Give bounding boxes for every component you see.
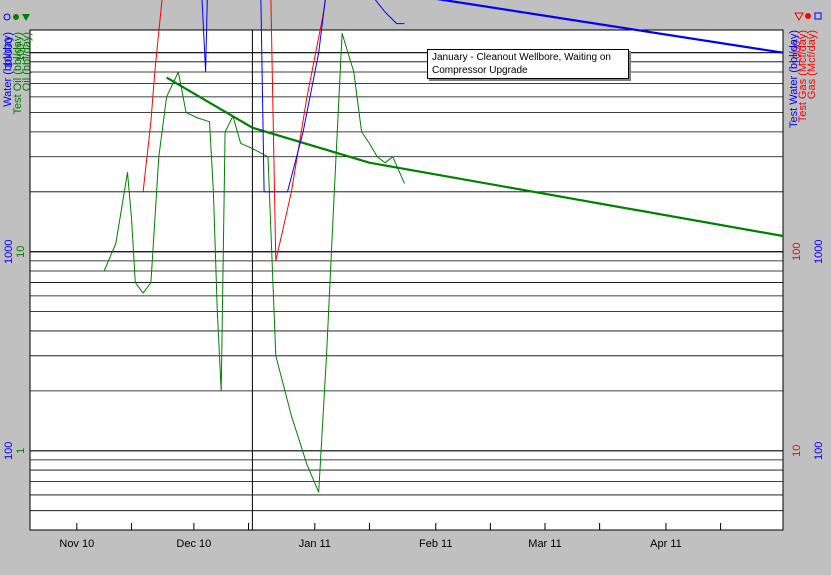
- y-left-outer-title: Water (bbl/day): [2, 32, 14, 107]
- x-tick-label: Jan 11: [299, 538, 331, 550]
- water-circle-icon: [3, 13, 11, 21]
- annotation-line-1: January - Cleanout Wellbore, Waiting on: [432, 52, 611, 63]
- y-left-outer-tick-label: 10000: [3, 37, 15, 68]
- grid-lines: [30, 52, 783, 531]
- legend-symbols: [3, 12, 822, 22]
- axis-titles: Water (bbl/day)Test Oil (bbl/day)Oil (bb…: [2, 30, 818, 128]
- y-left-inner-title-1: Test Oil (bbl/day): [12, 32, 24, 115]
- x-tick-label: Nov 10: [59, 538, 94, 550]
- x-ticks: [76, 523, 722, 530]
- y-left-outer-tick-label: 100: [3, 442, 15, 460]
- test-oil-dot-icon: [13, 14, 19, 20]
- y-right-inner-title-1: Test Gas (Mcf/day): [797, 30, 809, 122]
- y-right-inner-title-2: Gas (Mcf/day): [806, 30, 818, 99]
- x-tick-label: Mar 11: [528, 538, 561, 550]
- y-left-inner-title-2: Oil (bbl/day): [21, 32, 33, 91]
- annotation-line-2: Compressor Upgrade: [432, 65, 528, 76]
- y-left-outer-tick-label: 1000: [3, 239, 15, 263]
- x-tick-labels: Nov 10 Dec 10 Jan 11 Feb 11 Mar 11 Apr 11: [59, 538, 681, 550]
- x-tick-label: Feb 11: [419, 538, 452, 550]
- gas-triangle-icon: [794, 12, 804, 22]
- y-left-inner-tick-label: 1: [15, 448, 27, 454]
- y-right-outer-tick-label: 1000: [813, 239, 825, 263]
- series-oil-forecast: [166, 76, 784, 238]
- series-water-forecast: [436, 0, 784, 54]
- y-left-inner-tick-label: 100: [15, 44, 27, 62]
- y-left-inner-tick-label: 10: [15, 246, 27, 258]
- test-gas-dot-icon: [805, 13, 811, 19]
- annotation-box: January - Cleanout Wellbore, Waiting on …: [427, 49, 629, 79]
- y-right-inner-tick-label: 100: [791, 243, 803, 261]
- y-right-inner-tick-label: 10: [791, 445, 803, 457]
- plot-area: [29, 29, 784, 531]
- x-tick-label: Dec 10: [176, 538, 211, 550]
- series-group: [103, 0, 784, 493]
- test-water-square-icon: [814, 12, 822, 20]
- y-right-outer-tick-label: 100: [813, 442, 825, 460]
- oil-triangle-icon: [22, 14, 30, 21]
- x-tick-label: Apr 11: [650, 538, 682, 550]
- y-right-inner-tick-label: 1000: [791, 40, 803, 64]
- y-right-outer-title: Test Water (bbl/day): [788, 30, 800, 128]
